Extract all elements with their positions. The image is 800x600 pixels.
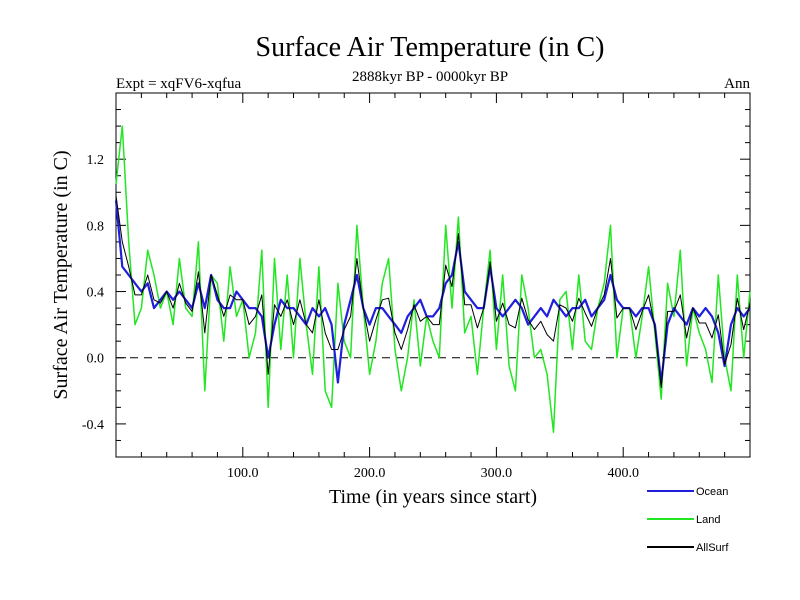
y-tick-label: 1.2 bbox=[87, 153, 105, 168]
y-tick-label: -0.4 bbox=[82, 418, 104, 433]
y-axis-label: Surface Air Temperature (in C) bbox=[50, 150, 72, 399]
series-line-ocean bbox=[114, 200, 751, 384]
y-tick-label: 0.0 bbox=[87, 352, 105, 367]
experiment-label: Expt = xqFV6-xqfua bbox=[116, 76, 241, 92]
legend-label-land: Land bbox=[696, 514, 720, 526]
x-axis-label: Time (in years since start) bbox=[329, 486, 537, 508]
legend-label-allsurf: AllSurf bbox=[696, 542, 729, 554]
series-line-allsurf bbox=[115, 195, 751, 388]
y-tick-label: 0.4 bbox=[87, 286, 105, 301]
series-line-land bbox=[115, 125, 751, 433]
time-range-label: 2888kyr BP - 0000kyr BP bbox=[352, 69, 508, 85]
series-group bbox=[114, 125, 751, 433]
x-tick-label: 200.0 bbox=[354, 466, 386, 481]
x-axis: 100.0 200.0 300.0 400.0 bbox=[140, 93, 726, 481]
legend-label-ocean: Ocean bbox=[696, 486, 728, 498]
y-tick-label: 0.8 bbox=[87, 219, 105, 234]
y-axis: -0.4 0.0 0.4 0.8 1.2 bbox=[82, 109, 750, 441]
x-tick-label: 400.0 bbox=[607, 466, 639, 481]
season-label: Ann bbox=[724, 76, 750, 92]
chart-title: Surface Air Temperature (in C) bbox=[256, 32, 605, 63]
x-tick-label: 100.0 bbox=[227, 466, 259, 481]
x-tick-label: 300.0 bbox=[481, 466, 513, 481]
legend: Ocean Land AllSurf bbox=[647, 486, 729, 554]
